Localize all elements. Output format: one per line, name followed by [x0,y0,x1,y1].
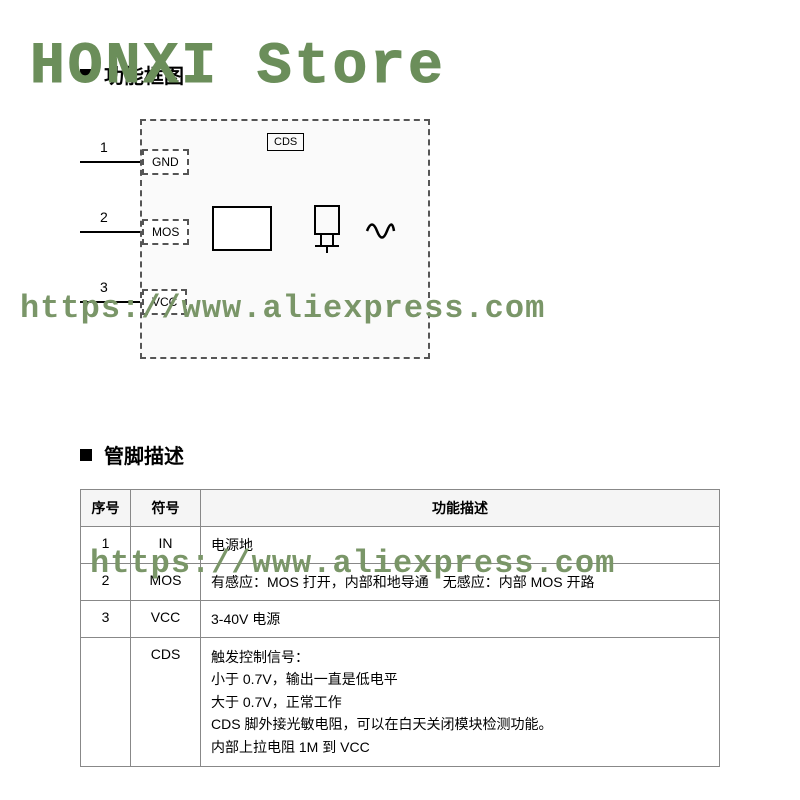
pin-table: 序号 符号 功能描述 1 IN 电源地 2 MOS 有感应：MOS 打开，内部和… [80,489,720,767]
th-symbol: 符号 [131,490,201,527]
desc-line: 触发控制信号： [211,646,709,668]
pin-3: 3 VCC [80,301,140,303]
pin-2-label: MOS [142,219,189,245]
cell-num [81,638,131,767]
pin-3-label: VCC [142,289,187,315]
cell-symbol: CDS [131,638,201,767]
cell-symbol: VCC [131,601,201,638]
block-diagram: CDS 1 [80,119,430,359]
inner-block [212,206,272,251]
cell-desc: 3-40V 电源 [201,601,720,638]
cell-num: 2 [81,564,131,601]
coil-symbol [362,213,397,253]
table-title: 管脚描述 [104,440,184,469]
table-header: 管脚描述 [80,440,720,469]
th-desc: 功能描述 [201,490,720,527]
cell-symbol: IN [131,527,201,564]
cell-desc-multiline: 触发控制信号： 小于 0.7V，输出一直是低电平 大于 0.7V，正常工作 CD… [201,638,720,767]
cell-desc: 有感应：MOS 打开，内部和地导通 无感应：内部 MOS 开路 [201,564,720,601]
desc-line: 大于 0.7V，正常工作 [211,691,709,713]
pin-line [80,231,140,233]
cds-label-box: CDS [267,133,304,151]
table-section: 管脚描述 序号 符号 功能描述 1 IN 电源地 2 MOS 有感应：MOS 打… [80,440,720,767]
component-symbol [307,201,347,261]
pin-2-num: 2 [100,209,108,225]
pin-1-num: 1 [100,139,108,155]
pin-3-num: 3 [100,279,108,295]
cell-num: 3 [81,601,131,638]
desc-line: 小于 0.7V，输出一直是低电平 [211,668,709,690]
diagram-section: 功能框图 CDS [80,60,430,359]
pin-line [80,161,140,163]
desc-line: 内部上拉电阻 1M 到 VCC [211,736,709,758]
table-row: 2 MOS 有感应：MOS 打开，内部和地导通 无感应：内部 MOS 开路 [81,564,720,601]
bullet-icon [80,69,92,81]
bullet-icon [80,449,92,461]
pin-1: 1 GND [80,161,140,163]
pin-1-label: GND [142,149,189,175]
cell-num: 1 [81,527,131,564]
cell-symbol: MOS [131,564,201,601]
table-row: CDS 触发控制信号： 小于 0.7V，输出一直是低电平 大于 0.7V，正常工… [81,638,720,767]
desc-line: CDS 脚外接光敏电阻，可以在白天关闭模块检测功能。 [211,713,709,735]
diagram-title: 功能框图 [104,60,184,89]
pin-2: 2 MOS [80,231,140,233]
diagram-header: 功能框图 [80,60,430,89]
table-row: 3 VCC 3-40V 电源 [81,601,720,638]
table-header-row: 序号 符号 功能描述 [81,490,720,527]
table-row: 1 IN 电源地 [81,527,720,564]
pin-line [80,301,140,303]
th-num: 序号 [81,490,131,527]
cell-desc: 电源地 [201,527,720,564]
